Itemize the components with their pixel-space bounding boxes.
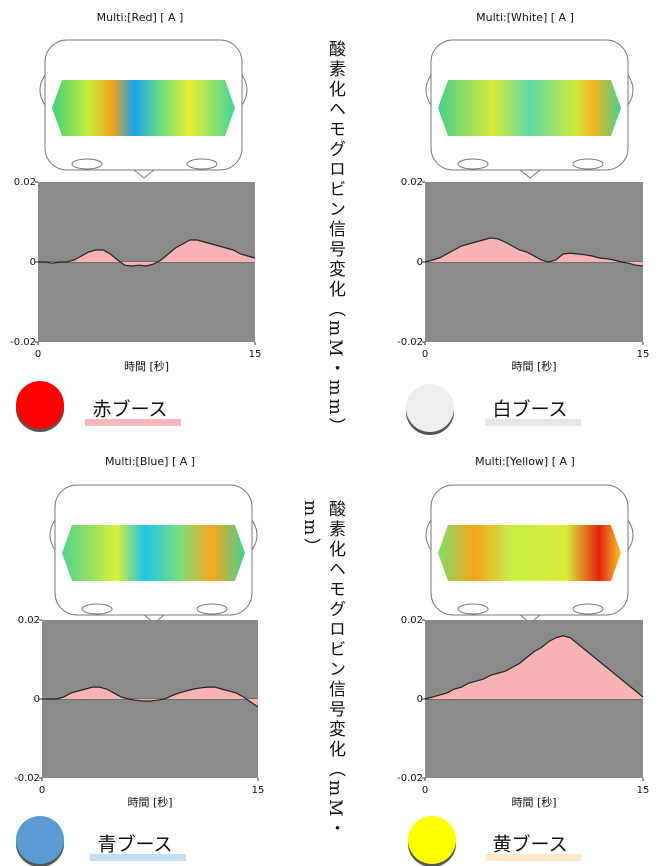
head-probe: [72, 159, 102, 169]
x-axis-label: 時間 [秒]: [124, 359, 169, 373]
booth-marker: [406, 384, 454, 432]
chart-title: Multi:[White] [ A ]: [476, 11, 574, 24]
heatmap: [438, 525, 621, 581]
head-probe: [573, 604, 603, 614]
head-probe: [82, 604, 112, 614]
x-tick-label: 0: [422, 785, 428, 796]
page: Multi:[Red] [ A ]0.020-0.02015時間 [秒]赤ブース…: [0, 0, 664, 866]
y-axis-label: 酸素化ヘモグロビン信号変化（mM・mm）: [322, 40, 348, 438]
head-ear: [252, 520, 257, 550]
head-pointer: [520, 170, 540, 178]
booth-marker: [16, 816, 64, 864]
y-tick-label: 0.02: [401, 177, 423, 188]
y-tick-label: -0.02: [10, 337, 36, 348]
x-tick-label: 15: [249, 349, 262, 360]
heatmap: [438, 80, 621, 136]
x-axis-label: 時間 [秒]: [127, 795, 172, 809]
head-ear: [426, 520, 431, 550]
booth-caption: 青ブース: [97, 833, 172, 856]
booth-caption: 赤ブース: [92, 398, 167, 421]
x-tick-label: 15: [637, 785, 650, 796]
y-tick-label: 0: [30, 257, 36, 268]
y-tick-label: 0: [417, 694, 423, 705]
chart-title: Multi:[Blue] [ A ]: [105, 455, 195, 468]
y-tick-label: -0.02: [397, 773, 423, 784]
x-tick-label: 0: [39, 785, 45, 796]
head-ear: [50, 520, 55, 550]
booth-marker: [408, 816, 456, 864]
booth-caption: 黄ブース: [492, 833, 567, 856]
x-tick-label: 15: [637, 349, 650, 360]
booth-marker: [16, 381, 64, 429]
head-ear: [40, 75, 45, 105]
x-tick-label: 0: [422, 349, 428, 360]
booth-caption: 白ブース: [492, 398, 567, 421]
head-probe: [187, 159, 217, 169]
y-axis-label: 酸素化ヘモグロビン信号変化（mM・mm）: [322, 500, 348, 866]
head-ear: [242, 75, 247, 105]
head-probe: [573, 159, 603, 169]
heatmap: [62, 525, 245, 581]
x-tick-label: 15: [252, 785, 265, 796]
head-ear: [628, 520, 633, 550]
y-tick-label: 0.02: [401, 615, 423, 626]
y-tick-label: -0.02: [14, 773, 40, 784]
y-tick-label: -0.02: [397, 337, 423, 348]
y-tick-label: 0: [34, 694, 40, 705]
chart-title: Multi:[Yellow] [ A ]: [475, 455, 575, 468]
y-tick-label: 0.02: [14, 177, 36, 188]
x-axis-label: 時間 [秒]: [511, 359, 556, 373]
head-probe: [458, 604, 488, 614]
y-tick-label: 0: [417, 257, 423, 268]
x-axis-label: 時間 [秒]: [511, 795, 556, 809]
head-pointer: [134, 170, 154, 178]
head-probe: [458, 159, 488, 169]
chart-title: Multi:[Red] [ A ]: [97, 11, 184, 24]
heatmap: [52, 80, 235, 136]
head-ear: [426, 75, 431, 105]
head-ear: [628, 75, 633, 105]
x-tick-label: 0: [35, 349, 41, 360]
head-probe: [197, 604, 227, 614]
y-tick-label: 0.02: [18, 615, 40, 626]
